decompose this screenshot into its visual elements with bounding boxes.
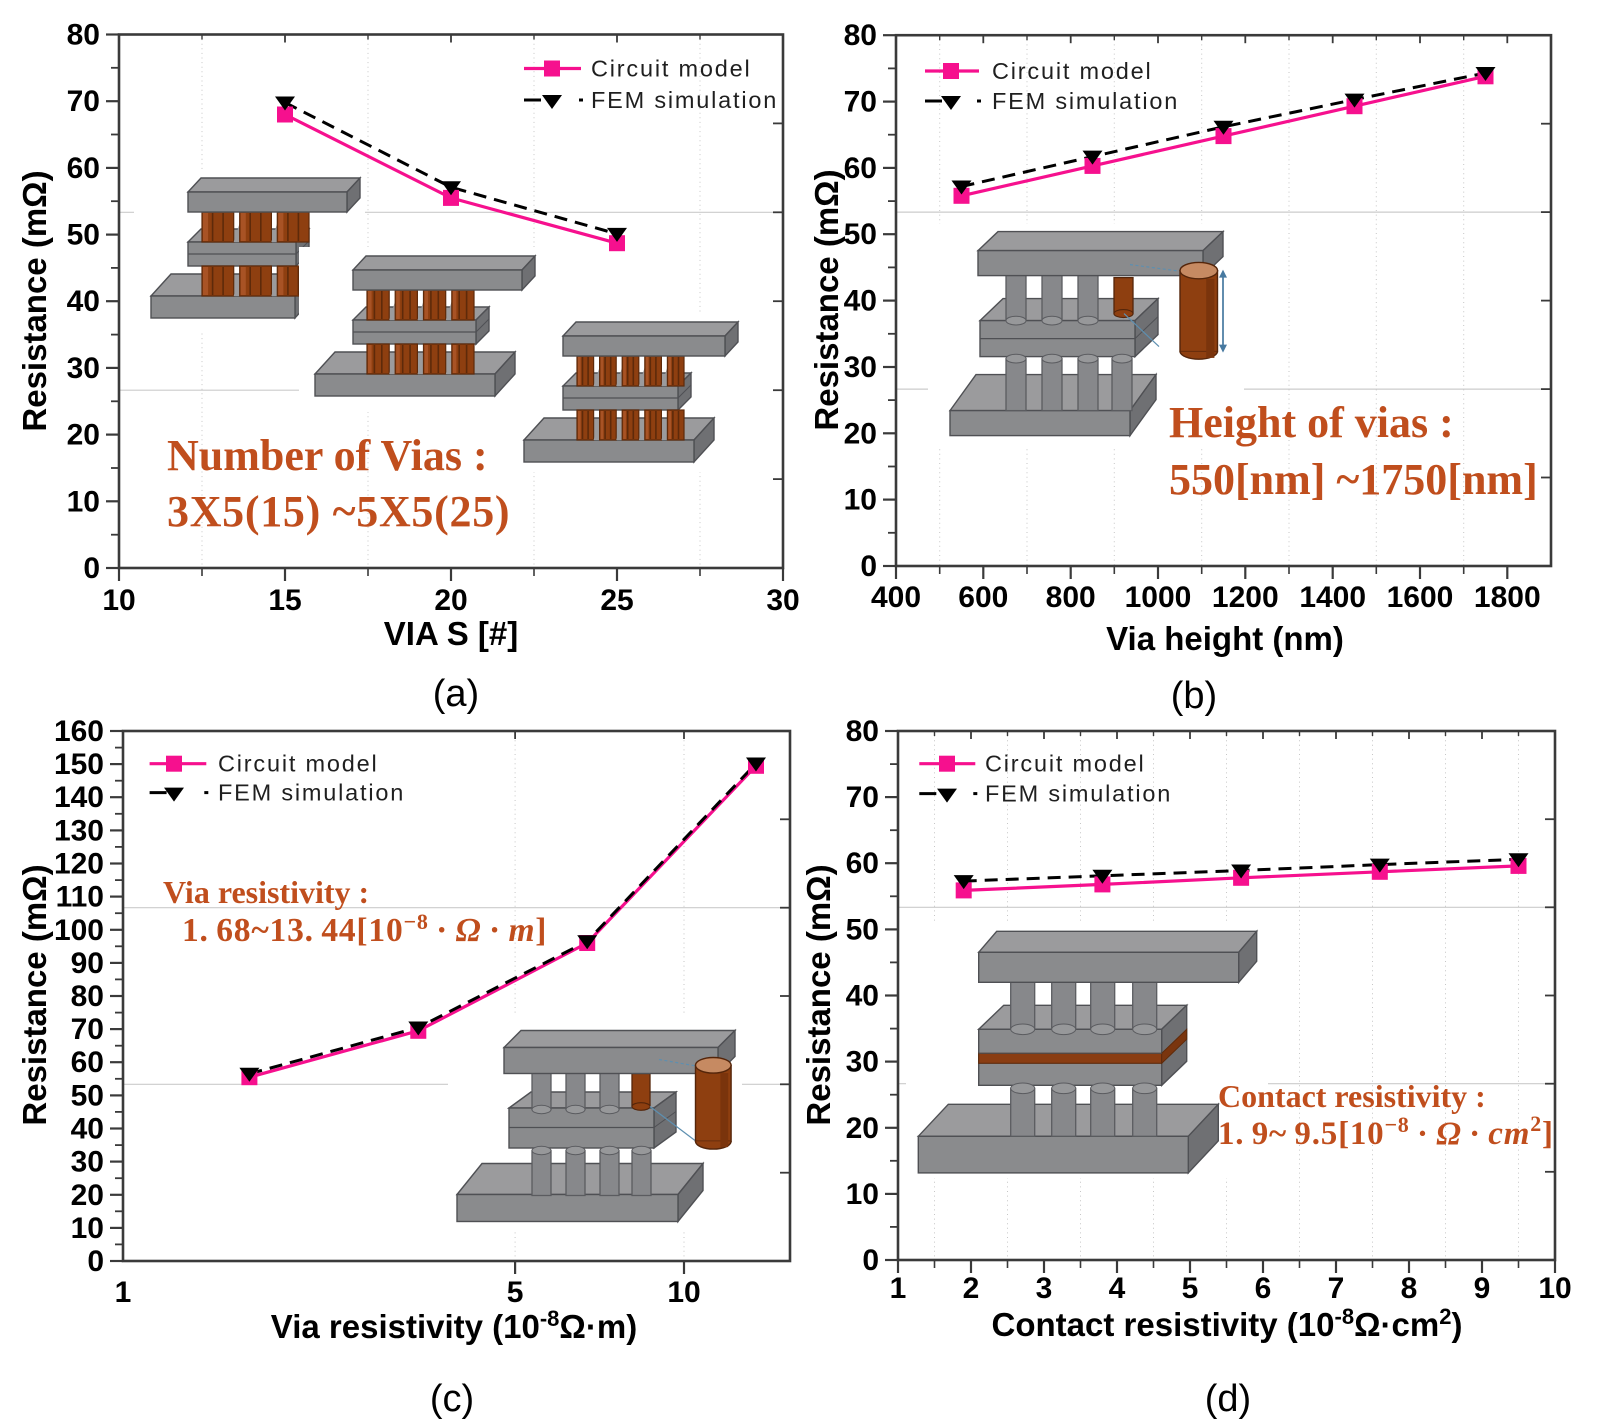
svg-text:Circuit model: Circuit model xyxy=(992,58,1153,84)
svg-text:VIA S [#]: VIA S [#] xyxy=(384,615,518,652)
svg-text:150: 150 xyxy=(54,748,104,781)
svg-text:10: 10 xyxy=(67,485,100,518)
svg-text:60: 60 xyxy=(67,152,100,185)
svg-text:0: 0 xyxy=(862,1244,879,1277)
svg-text:Circuit model: Circuit model xyxy=(985,751,1146,777)
svg-text:FEM simulation: FEM simulation xyxy=(992,88,1179,114)
svg-text:20: 20 xyxy=(846,1112,879,1145)
svg-text:20: 20 xyxy=(434,584,467,617)
svg-text:10: 10 xyxy=(102,584,135,617)
svg-text:1200: 1200 xyxy=(1212,581,1279,614)
svg-text:1. 68~13. 44[10−8 · Ω · m]: 1. 68~13. 44[10−8 · Ω · m] xyxy=(182,909,547,949)
svg-text:3: 3 xyxy=(1036,1272,1053,1305)
svg-text:4: 4 xyxy=(1109,1272,1126,1305)
svg-text:70: 70 xyxy=(67,85,100,118)
svg-text:40: 40 xyxy=(844,285,877,318)
svg-text:Via resistivity :: Via resistivity : xyxy=(163,874,369,910)
svg-text:Contact resistivity (10-8Ω·cm2: Contact resistivity (10-8Ω·cm2) xyxy=(992,1304,1463,1343)
svg-text:Via height (nm): Via height (nm) xyxy=(1106,620,1344,657)
svg-text:60: 60 xyxy=(846,847,879,880)
svg-text:Contact resistivity :: Contact resistivity : xyxy=(1218,1078,1486,1114)
svg-text:80: 80 xyxy=(844,19,877,52)
svg-text:10: 10 xyxy=(71,1212,104,1245)
svg-text:1600: 1600 xyxy=(1387,581,1454,614)
svg-text:(b): (b) xyxy=(1171,675,1217,717)
svg-text:5: 5 xyxy=(507,1276,524,1309)
svg-text:80: 80 xyxy=(71,980,104,1013)
svg-text:3X5(15) ~5X5(25): 3X5(15) ~5X5(25) xyxy=(167,487,510,536)
svg-text:60: 60 xyxy=(71,1046,104,1079)
svg-text:20: 20 xyxy=(71,1179,104,1212)
svg-text:Resistance (mΩ): Resistance (mΩ) xyxy=(808,169,845,430)
svg-text:1400: 1400 xyxy=(1299,581,1366,614)
svg-text:(a): (a) xyxy=(433,673,479,715)
svg-text:50: 50 xyxy=(846,913,879,946)
svg-text:Circuit model: Circuit model xyxy=(591,56,752,82)
svg-text:1: 1 xyxy=(115,1276,132,1309)
svg-text:Height of vias :: Height of vias : xyxy=(1169,398,1454,447)
svg-text:30: 30 xyxy=(846,1046,879,1079)
svg-text:Circuit model: Circuit model xyxy=(218,751,379,777)
svg-text:60: 60 xyxy=(844,152,877,185)
svg-text:30: 30 xyxy=(844,351,877,384)
svg-text:50: 50 xyxy=(71,1079,104,1112)
svg-text:0: 0 xyxy=(83,552,100,585)
svg-text:Resistance (mΩ): Resistance (mΩ) xyxy=(16,170,53,431)
svg-text:30: 30 xyxy=(67,352,100,385)
svg-text:80: 80 xyxy=(67,19,100,52)
svg-text:5: 5 xyxy=(1182,1272,1199,1305)
svg-text:FEM simulation: FEM simulation xyxy=(985,781,1172,807)
svg-text:20: 20 xyxy=(67,419,100,452)
svg-text:70: 70 xyxy=(844,86,877,119)
svg-text:2: 2 xyxy=(963,1272,980,1305)
svg-text:Resistance (mΩ): Resistance (mΩ) xyxy=(16,864,53,1125)
svg-text:8: 8 xyxy=(1401,1272,1418,1305)
svg-text:10: 10 xyxy=(1538,1272,1571,1305)
svg-text:7: 7 xyxy=(1328,1272,1345,1305)
svg-text:100: 100 xyxy=(54,914,104,947)
svg-text:6: 6 xyxy=(1255,1272,1272,1305)
svg-text:25: 25 xyxy=(600,584,633,617)
svg-text:(c): (c) xyxy=(430,1378,474,1420)
svg-text:1: 1 xyxy=(890,1272,907,1305)
svg-text:550[nm] ~1750[nm]: 550[nm] ~1750[nm] xyxy=(1169,455,1538,504)
svg-text:1000: 1000 xyxy=(1125,581,1192,614)
svg-text:10: 10 xyxy=(844,484,877,517)
svg-text:FEM simulation: FEM simulation xyxy=(591,87,778,113)
svg-text:15: 15 xyxy=(268,584,301,617)
svg-text:130: 130 xyxy=(54,814,104,847)
svg-text:600: 600 xyxy=(958,581,1008,614)
svg-text:90: 90 xyxy=(71,947,104,980)
svg-text:40: 40 xyxy=(846,980,879,1013)
svg-text:30: 30 xyxy=(71,1146,104,1179)
svg-text:120: 120 xyxy=(54,848,104,881)
svg-text:400: 400 xyxy=(871,581,921,614)
svg-text:160: 160 xyxy=(54,715,104,748)
svg-text:70: 70 xyxy=(846,781,879,814)
svg-text:Resistance (mΩ): Resistance (mΩ) xyxy=(800,864,837,1125)
svg-text:50: 50 xyxy=(67,219,100,252)
svg-text:50: 50 xyxy=(844,218,877,251)
svg-text:9: 9 xyxy=(1474,1272,1491,1305)
svg-text:800: 800 xyxy=(1046,581,1096,614)
svg-text:0: 0 xyxy=(860,550,877,583)
svg-text:40: 40 xyxy=(67,285,100,318)
svg-text:FEM simulation: FEM simulation xyxy=(218,780,405,806)
svg-text:1800: 1800 xyxy=(1474,581,1541,614)
svg-text:10: 10 xyxy=(846,1178,879,1211)
svg-text:30: 30 xyxy=(766,584,799,617)
svg-text:(d): (d) xyxy=(1205,1378,1251,1420)
svg-text:Via resistivity (10-8Ω·m): Via resistivity (10-8Ω·m) xyxy=(271,1306,637,1345)
svg-text:0: 0 xyxy=(87,1245,104,1278)
svg-text:70: 70 xyxy=(71,1013,104,1046)
svg-text:10: 10 xyxy=(667,1276,700,1309)
svg-text:80: 80 xyxy=(846,715,879,748)
svg-text:140: 140 xyxy=(54,781,104,814)
svg-text:20: 20 xyxy=(844,417,877,450)
svg-text:Number of Vias :: Number of Vias : xyxy=(167,431,488,480)
svg-text:40: 40 xyxy=(71,1113,104,1146)
svg-text:110: 110 xyxy=(56,881,104,914)
